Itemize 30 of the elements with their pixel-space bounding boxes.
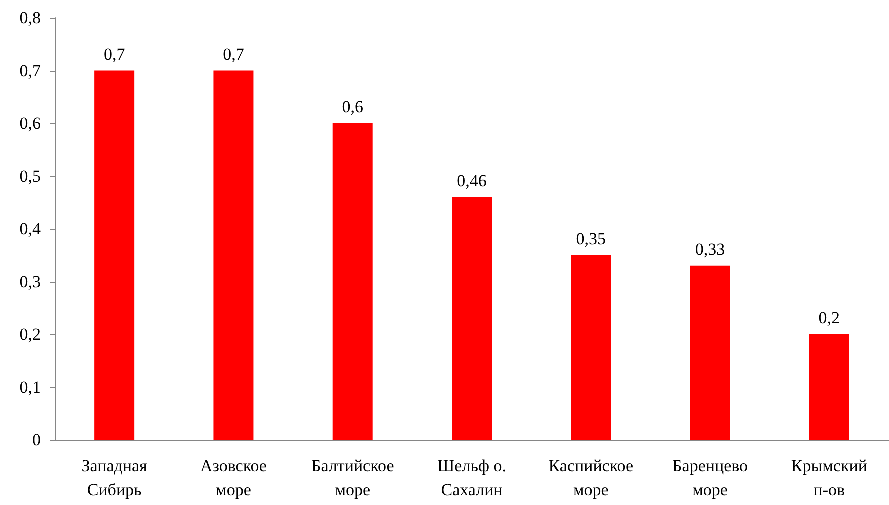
y-tick-label: 0,6 xyxy=(20,114,41,133)
y-tick-label: 0,4 xyxy=(20,220,42,238)
y-tick-label: 0 xyxy=(32,430,41,450)
y-tick-label: 0,3 xyxy=(20,272,41,292)
bar xyxy=(332,124,373,440)
y-tick-label: 0,7 xyxy=(20,61,42,80)
x-tick-label: Баренцево море xyxy=(672,456,748,500)
x-tick-label: Каспийское море xyxy=(548,456,634,500)
y-tick-label: 0,5 xyxy=(20,166,41,186)
data-label: 0,33 xyxy=(695,240,726,259)
data-label: 0,35 xyxy=(576,229,606,248)
x-tick-label: Балтийское море xyxy=(311,456,394,500)
data-label: 0,7 xyxy=(104,44,126,64)
data-label: 0,7 xyxy=(223,44,245,64)
bar xyxy=(452,197,492,440)
y-tick-label: 0,1 xyxy=(20,378,41,397)
data-label: 0,2 xyxy=(818,308,840,328)
bar xyxy=(809,334,850,440)
bar xyxy=(571,255,612,440)
x-tick-label: Шельф о. Сахалин xyxy=(438,456,506,500)
data-label: 0,46 xyxy=(457,171,487,190)
x-tick-label: Западная Сибирь xyxy=(82,456,148,500)
x-tick-label: Крымский п-ов xyxy=(791,456,868,500)
bar xyxy=(690,266,730,440)
bar xyxy=(94,70,135,440)
x-tick-label: Азовское море xyxy=(200,456,267,500)
data-label: 0,6 xyxy=(342,98,364,116)
y-tick-label: 0,8 xyxy=(20,8,41,28)
bar xyxy=(214,70,254,440)
y-tick-label: 0,2 xyxy=(20,325,41,344)
